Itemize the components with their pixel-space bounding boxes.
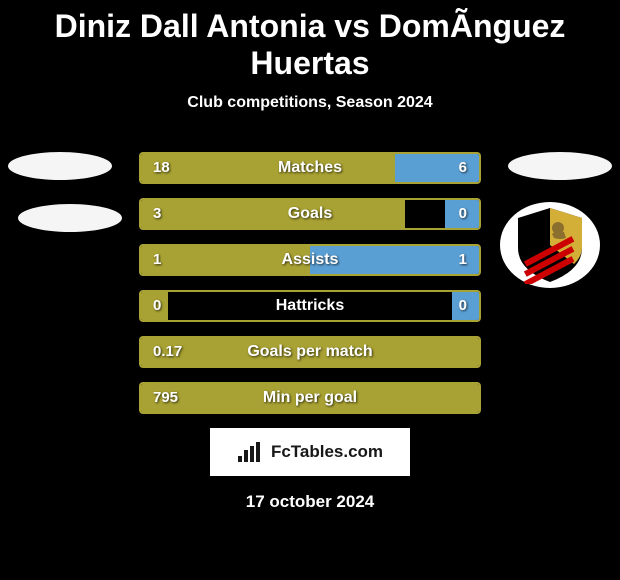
stat-value-right: 1 bbox=[459, 246, 467, 274]
stat-label: Hattricks bbox=[141, 292, 479, 320]
stat-value-right: 0 bbox=[459, 200, 467, 228]
stat-row-hattricks: 0 Hattricks 0 bbox=[139, 290, 481, 322]
subtitle: Club competitions, Season 2024 bbox=[0, 94, 620, 112]
stat-label: Goals bbox=[141, 200, 479, 228]
chart-bars-icon bbox=[237, 440, 265, 464]
player-right-avatar-placeholder-1 bbox=[508, 152, 612, 180]
player-left-avatar-placeholder-2 bbox=[18, 204, 122, 232]
stats-area: 18 Matches 6 3 Goals 0 1 Assists 1 bbox=[0, 152, 620, 414]
stat-row-min-per-goal: 795 Min per goal bbox=[139, 382, 481, 414]
stats-bars-column: 18 Matches 6 3 Goals 0 1 Assists 1 bbox=[139, 152, 481, 414]
club-shield-icon bbox=[514, 206, 586, 284]
stat-label: Matches bbox=[141, 154, 479, 182]
player-left-avatar-placeholder-1 bbox=[8, 152, 112, 180]
source-text: FcTables.com bbox=[271, 442, 383, 462]
main-container: Diniz Dall Antonia vs DomÃ­nguez Huertas… bbox=[0, 0, 620, 580]
page-title: Diniz Dall Antonia vs DomÃ­nguez Huertas bbox=[0, 8, 620, 82]
stat-value-right: 6 bbox=[459, 154, 467, 182]
stat-row-goals: 3 Goals 0 bbox=[139, 198, 481, 230]
player-right-club-badge bbox=[500, 202, 600, 288]
stat-label: Goals per match bbox=[141, 338, 479, 366]
source-badge: FcTables.com bbox=[210, 428, 410, 476]
stat-value-right: 0 bbox=[459, 292, 467, 320]
stat-label: Min per goal bbox=[141, 384, 479, 412]
stat-label: Assists bbox=[141, 246, 479, 274]
stat-row-goals-per-match: 0.17 Goals per match bbox=[139, 336, 481, 368]
footer-date: 17 october 2024 bbox=[0, 492, 620, 512]
stat-row-assists: 1 Assists 1 bbox=[139, 244, 481, 276]
stat-row-matches: 18 Matches 6 bbox=[139, 152, 481, 184]
